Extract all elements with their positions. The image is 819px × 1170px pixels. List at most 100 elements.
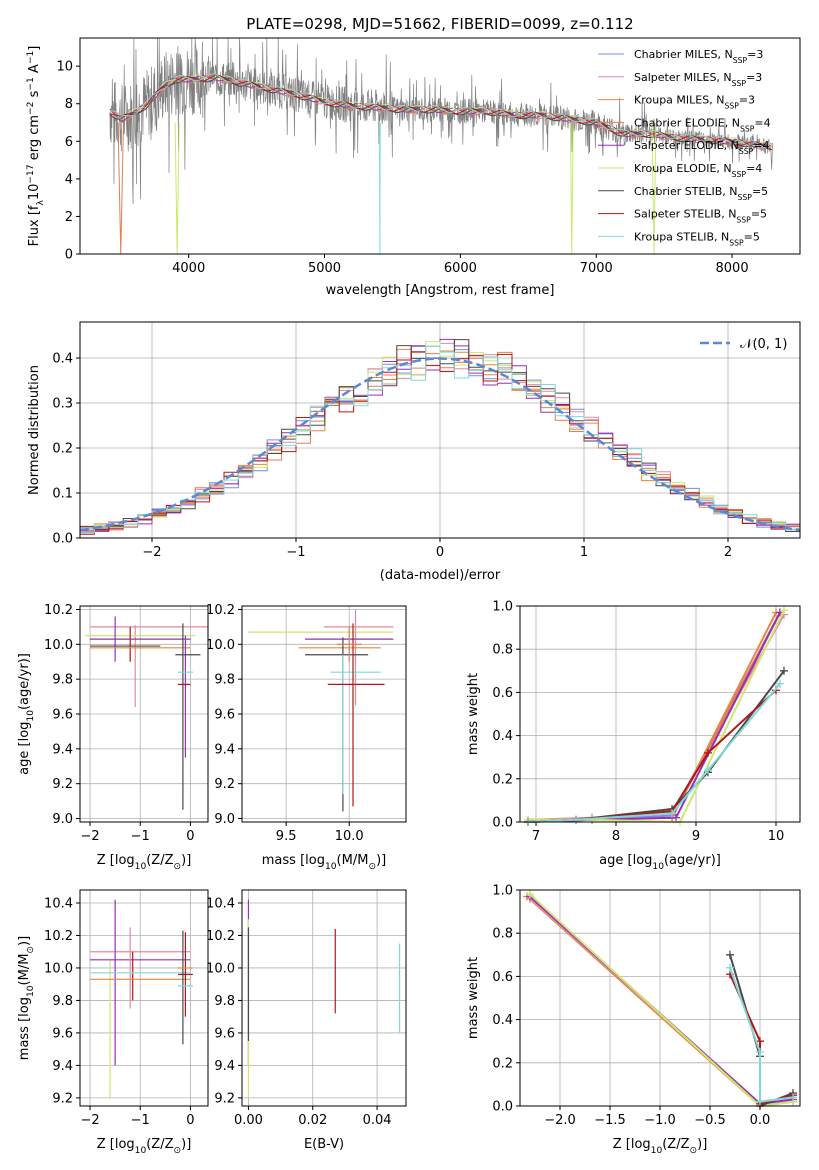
y-tick-label: 0.4 <box>492 1013 513 1028</box>
legend-label: Kroupa STELIB, NSSP=5 <box>634 230 760 247</box>
y-tick-label: 10.2 <box>206 603 235 618</box>
y-tick-label: 10 <box>56 60 73 75</box>
data-point-marker <box>526 890 534 899</box>
series-line <box>528 612 781 821</box>
y-tick-label: 9.8 <box>214 994 235 1009</box>
y-tick-label: 0.6 <box>492 970 513 985</box>
x-axis-label: wavelength [Angstrom, rest frame] <box>326 283 555 298</box>
series-line <box>527 612 781 823</box>
x-tick-label: −1.5 <box>594 1113 626 1128</box>
data-point-marker <box>789 1093 797 1102</box>
axes-frame <box>79 37 801 255</box>
axes-frame <box>79 321 801 539</box>
axes-frame <box>241 605 407 823</box>
y-tick-label: 0.3 <box>52 397 73 412</box>
y-tick-label: 0.8 <box>492 927 513 942</box>
y-tick-label: 0.4 <box>492 729 513 744</box>
y-tick-label: 10.2 <box>44 929 73 944</box>
y-tick-label: 10.0 <box>44 638 73 653</box>
data-point-marker <box>704 748 712 757</box>
series-line <box>729 967 794 1103</box>
y-tick-label: 10.2 <box>206 929 235 944</box>
y-tick-label: 0.8 <box>492 643 513 658</box>
bad-pixel-spike <box>174 122 180 255</box>
series-line <box>529 895 794 1105</box>
y-axis-label: age [log10(age/yr)] <box>17 653 36 775</box>
x-tick-label: 0 <box>186 829 194 844</box>
data-point-marker <box>726 950 734 959</box>
axes-frame <box>519 605 801 823</box>
x-tick-label: 9 <box>692 829 700 844</box>
y-tick-label: 9.8 <box>52 994 73 1009</box>
x-tick-label: −2.0 <box>544 1113 576 1128</box>
x-tick-label: 8000 <box>716 261 749 276</box>
histogram-step <box>80 339 800 532</box>
mass-vs-metallicity-panel: −2 −1 0 9.2 9.4 9.6 9.8 10.0 10.2 10.4 <box>44 889 209 1128</box>
x-tick-label: 7 <box>532 829 540 844</box>
axes-frame <box>241 889 407 1107</box>
histogram-step <box>80 351 800 535</box>
y-tick-label: 10.0 <box>206 961 235 976</box>
x-tick-label: 0 <box>186 1113 194 1128</box>
data-point-marker <box>776 679 784 688</box>
y-tick-label: 9.4 <box>52 1059 73 1074</box>
axes-frame <box>79 889 209 1107</box>
y-axis-label: Normed distribution <box>27 365 42 495</box>
x-tick-label: 8 <box>612 829 620 844</box>
y-tick-label: 0 <box>65 248 73 263</box>
data-point-marker <box>756 1048 764 1056</box>
mass-vs-reddening-panel: 0.00 0.02 0.04 9.2 9.4 9.6 9.8 10.0 10.2 10.4 <box>206 889 407 1128</box>
y-tick-label: 10.0 <box>44 961 73 976</box>
y-tick-label: 8 <box>65 97 73 112</box>
x-tick-label: −1.0 <box>644 1113 676 1128</box>
data-point-marker <box>756 1037 764 1046</box>
x-tick-label: 2 <box>724 545 732 560</box>
data-point-marker <box>572 815 580 824</box>
y-tick-label: 9.2 <box>52 1091 73 1106</box>
legend-label: Salpeter STELIB, NSSP=5 <box>634 208 767 225</box>
y-tick-label: 10.0 <box>206 638 235 653</box>
y-tick-label: 9.4 <box>214 1059 235 1074</box>
x-tick-label: −1 <box>286 545 305 560</box>
x-tick-label: 0.04 <box>363 1113 392 1128</box>
legend-label: Kroupa MILES, NSSP=3 <box>634 94 755 111</box>
model-spectrum-line <box>109 75 772 148</box>
series-line <box>729 954 794 1108</box>
x-axis-label: Z [log10(Z/Z⊙)] <box>613 1137 708 1156</box>
x-tick-label: 5000 <box>308 261 341 276</box>
y-tick-label: 0.2 <box>492 1056 513 1071</box>
x-tick-label: 9.5 <box>276 829 297 844</box>
massweight-vs-metallicity-panel: −2.0 −1.5 −1.0 −0.5 0.0 0.0 0.2 0.4 0.6 0.8 1.0 <box>492 884 801 1128</box>
residuals-panel: −2 −1 0 1 2 0.0 0.1 0.2 0.3 0.4 𝒩(0, 1) <box>52 321 801 560</box>
x-tick-label: −2 <box>142 545 161 560</box>
y-axis-label: mass weight <box>466 957 481 1039</box>
y-tick-label: 9.4 <box>214 742 235 757</box>
y-tick-label: 9.6 <box>214 708 235 723</box>
model-spectrum-line <box>109 73 772 149</box>
series-line <box>527 612 781 823</box>
x-axis-label: E(B-V) <box>304 1137 344 1152</box>
y-axis-label: mass [log10(M/M⊙)] <box>17 936 36 1060</box>
data-point-marker <box>704 766 712 775</box>
series-line <box>527 612 777 823</box>
x-axis-label: (data-model)/error <box>380 568 501 583</box>
y-tick-label: 9.0 <box>52 812 73 827</box>
data-point-marker <box>756 1097 764 1106</box>
age-vs-metallicity-panel: −2 −1 0 9.0 9.2 9.4 9.6 9.8 10.0 10.2 <box>44 603 209 844</box>
series-line <box>527 689 777 823</box>
axes-frame <box>79 605 209 823</box>
x-tick-label: −0.5 <box>694 1113 726 1128</box>
series-line <box>527 683 781 823</box>
y-tick-label: 9.8 <box>52 673 73 688</box>
y-tick-label: 9.6 <box>52 708 73 723</box>
x-tick-label: −2 <box>80 829 99 844</box>
x-tick-label: 6000 <box>444 261 477 276</box>
x-axis-label: Z [log10(Z/Z⊙)] <box>97 1137 192 1156</box>
x-tick-label: 4000 <box>172 261 205 276</box>
x-tick-label: −2 <box>80 1113 99 1128</box>
x-tick-label: −1 <box>131 1113 150 1128</box>
x-axis-label: mass [log10(M/M⊙)] <box>262 853 386 872</box>
legend-label: Chabrier ELODIE, NSSP=4 <box>634 116 771 132</box>
normal-reference-curve <box>79 357 801 532</box>
